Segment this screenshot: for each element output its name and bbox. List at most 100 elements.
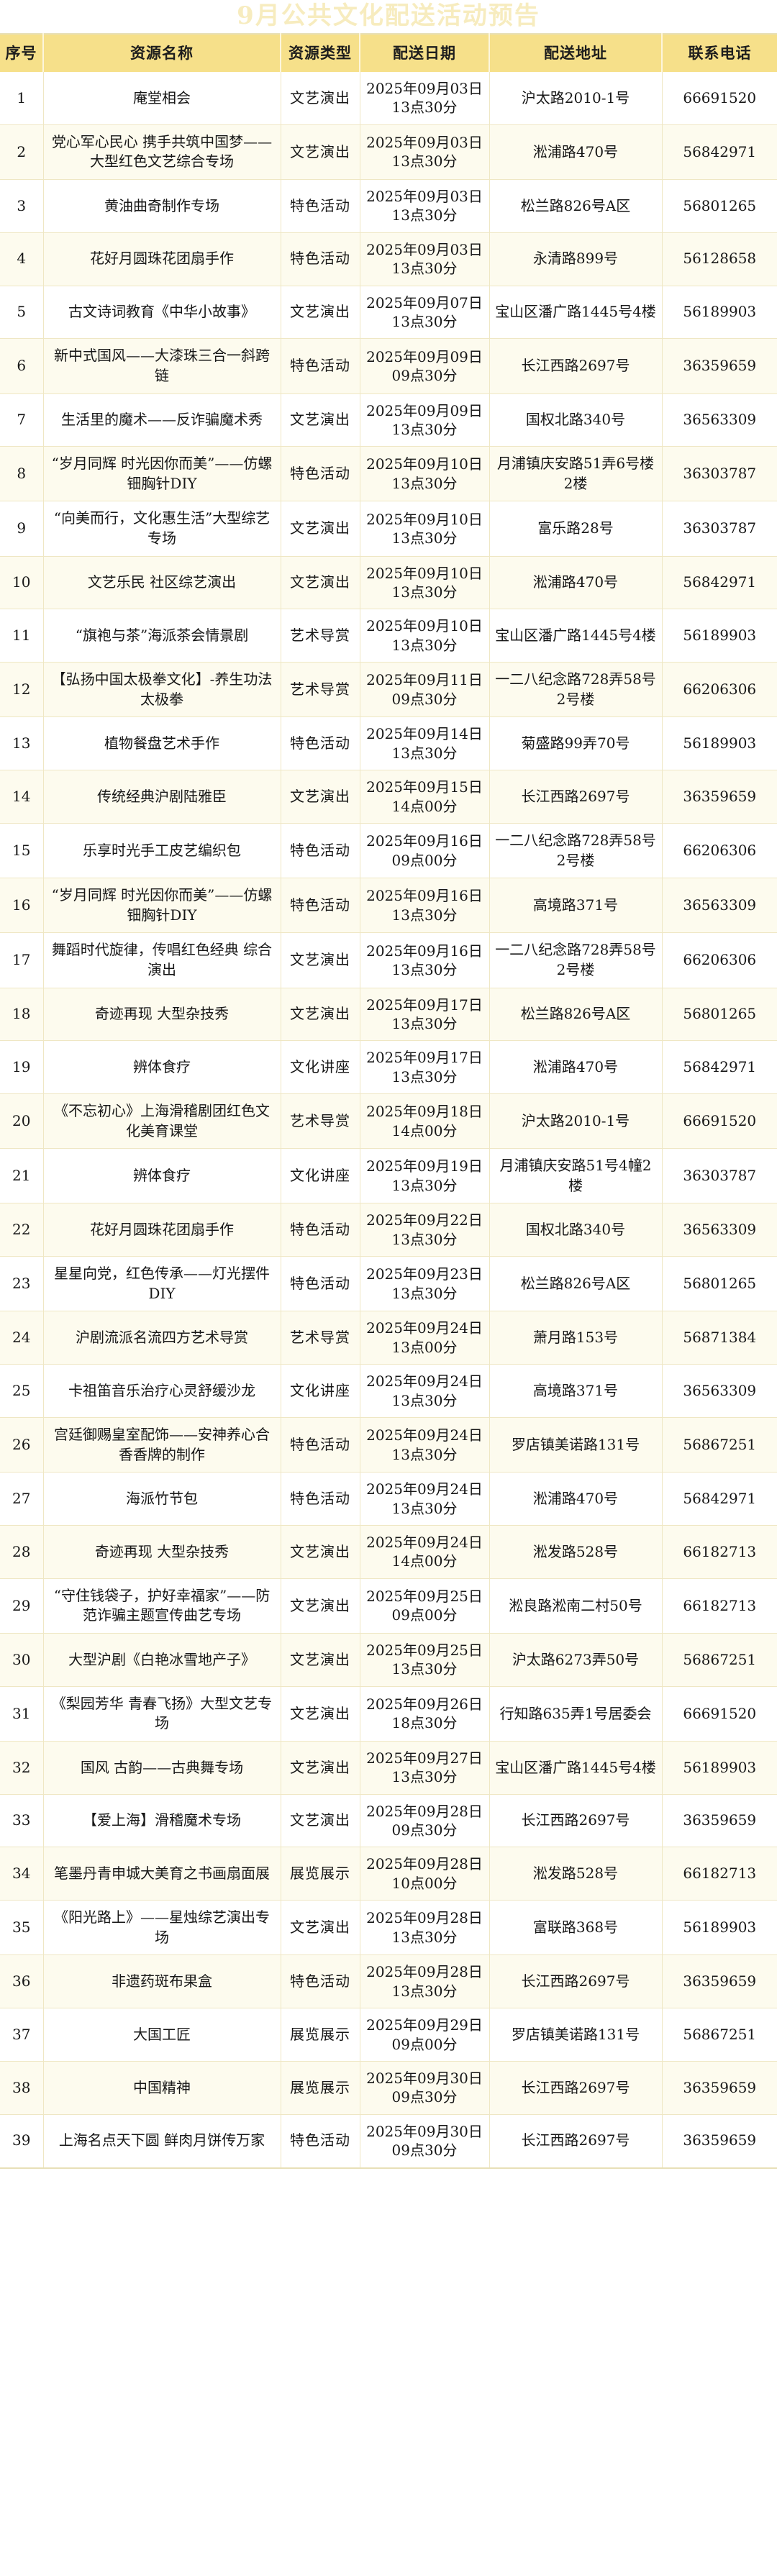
row-contact-phone: 56867251 — [662, 1417, 777, 1473]
delivery-date-time: 13点30分 — [391, 1445, 458, 1463]
row-resource-name: “岁月同辉 时光因你而美”——仿螺钿胸针DIY — [43, 446, 281, 502]
delivery-date-day: 2025年09月22日 — [366, 1211, 483, 1229]
row-delivery-date: 2025年09月28日 09点30分 — [360, 1794, 490, 1848]
row-resource-type: 特色活动 — [281, 1472, 360, 1526]
row-resource-name: 《阳光路上》——星烛综艺演出专场 — [43, 1900, 281, 1956]
row-resource-type: 文艺演出 — [281, 393, 360, 447]
table-row: 16 “岁月同辉 时光因你而美”——仿螺钿胸针DIY 特色活动 2025年09月16日… — [0, 878, 777, 934]
delivery-date-time: 18点30分 — [391, 1714, 458, 1732]
row-delivery-address: 富乐路28号 — [489, 501, 663, 557]
row-contact-phone: 66206306 — [662, 662, 777, 718]
table-row: 15 乐享时光手工皮艺编织包 特色活动 2025年09月16日 09点00分 一二八纪念路… — [0, 823, 777, 879]
row-delivery-address: 淞发路528号 — [489, 1847, 663, 1901]
row-resource-type: 文艺演出 — [281, 72, 360, 125]
row-sequence-number: 17 — [0, 932, 44, 988]
row-resource-type: 文艺演出 — [281, 1900, 360, 1956]
table-row: 32 国风 古韵——古典舞专场 文艺演出 2025年09月27日 13点30分 宝山区潘广… — [0, 1741, 777, 1795]
row-resource-type: 特色活动 — [281, 232, 360, 286]
row-sequence-number: 30 — [0, 1633, 44, 1687]
row-delivery-date: 2025年09月03日 13点30分 — [360, 124, 490, 180]
row-delivery-date: 2025年09月23日 13点30分 — [360, 1256, 490, 1312]
row-resource-name: 非遗药斑布果盒 — [43, 1954, 281, 2009]
row-resource-name: 《不忘初心》上海滑稽剧团红色文化美育课堂 — [43, 1093, 281, 1150]
page-title: 9月公共文化配送活动预告 — [237, 1, 540, 30]
row-contact-phone: 56871384 — [662, 1311, 777, 1365]
table-row: 18 奇迹再现 大型杂技秀 文艺演出 2025年09月17日 13点30分 松兰路826号… — [0, 988, 777, 1042]
table-row: 39 上海名点天下圆 鲜肉月饼传万家 特色活动 2025年09月30日 09点30分 长江… — [0, 2114, 777, 2169]
table-header: 序号 资源名称 资源类型 配送日期 配送地址 联系电话 — [0, 34, 777, 72]
delivery-date-time: 10点00分 — [391, 1874, 458, 1892]
row-resource-type: 特色活动 — [281, 823, 360, 879]
delivery-date-time: 13点30分 — [391, 1499, 458, 1517]
row-contact-phone: 56867251 — [662, 2008, 777, 2062]
delivery-date-time: 13点30分 — [391, 260, 458, 278]
delivery-date-time: 14点00分 — [391, 797, 458, 815]
delivery-date-time: 09点00分 — [391, 851, 458, 869]
table-row: 6 新中式国风——大漆珠三合一斜跨链 特色活动 2025年09月09日 09点30分 长江… — [0, 338, 777, 394]
row-resource-name: 花好月圆珠花团扇手作 — [43, 232, 281, 286]
row-sequence-number: 2 — [0, 124, 44, 180]
row-delivery-date: 2025年09月09日 09点30分 — [360, 338, 490, 394]
row-sequence-number: 20 — [0, 1093, 44, 1150]
delivery-date-time: 14点00分 — [391, 1121, 458, 1139]
row-contact-phone: 56842971 — [662, 556, 777, 610]
row-delivery-address: 一二八纪念路728弄58号2号楼 — [489, 662, 663, 718]
row-resource-name: 宫廷御赐皇室配饰——安神养心合香香牌的制作 — [43, 1417, 281, 1473]
row-contact-phone: 66691520 — [662, 1093, 777, 1150]
row-resource-name: 奇迹再现 大型杂技秀 — [43, 1525, 281, 1579]
title-band: 9月公共文化配送活动预告 — [0, 0, 777, 33]
row-delivery-date: 2025年09月16日 09点00分 — [360, 823, 490, 879]
row-contact-phone: 36563309 — [662, 1203, 777, 1257]
row-sequence-number: 36 — [0, 1954, 44, 2009]
delivery-date-day: 2025年09月26日 — [366, 1695, 483, 1713]
delivery-date-time: 13点30分 — [391, 1230, 458, 1248]
row-delivery-date: 2025年09月22日 13点30分 — [360, 1203, 490, 1257]
row-contact-phone: 56801265 — [662, 179, 777, 233]
row-sequence-number: 6 — [0, 338, 44, 394]
row-resource-type: 文艺演出 — [281, 286, 360, 340]
row-contact-phone: 56189903 — [662, 286, 777, 340]
row-delivery-date: 2025年09月28日 13点30分 — [360, 1900, 490, 1956]
delivery-date-day: 2025年09月24日 — [366, 1373, 483, 1391]
row-resource-name: “岁月同辉 时光因你而美”——仿螺钿胸针DIY — [43, 878, 281, 934]
table-row: 25 卡祖笛音乐治疗心灵舒缓沙龙 文化讲座 2025年09月24日 13点30分 高境路3… — [0, 1364, 777, 1418]
row-sequence-number: 29 — [0, 1578, 44, 1634]
row-delivery-date: 2025年09月03日 13点30分 — [360, 179, 490, 233]
table-row: 36 非遗药斑布果盒 特色活动 2025年09月28日 13点30分 长江西路2697号 3… — [0, 1954, 777, 2009]
delivery-date-time: 09点30分 — [391, 2142, 458, 2159]
row-resource-name: 笔墨丹青申城大美育之书画扇面展 — [43, 1847, 281, 1901]
row-resource-name: 黄油曲奇制作专场 — [43, 179, 281, 233]
row-sequence-number: 4 — [0, 232, 44, 286]
row-sequence-number: 28 — [0, 1525, 44, 1579]
delivery-schedule-table: 序号 资源名称 资源类型 配送日期 配送地址 联系电话 1 庵堂相会 文艺演出 202… — [0, 33, 777, 2169]
row-resource-type: 艺术导赏 — [281, 662, 360, 718]
delivery-date-time: 13点30分 — [391, 1391, 458, 1409]
row-delivery-date: 2025年09月17日 13点30分 — [360, 1040, 490, 1095]
row-delivery-address: 国权北路340号 — [489, 1203, 663, 1257]
delivery-date-day: 2025年09月03日 — [366, 133, 483, 151]
delivery-date-time: 13点30分 — [391, 153, 458, 170]
row-delivery-address: 长江西路2697号 — [489, 2114, 663, 2169]
row-contact-phone: 36359659 — [662, 2061, 777, 2115]
row-sequence-number: 22 — [0, 1203, 44, 1257]
row-contact-phone: 56189903 — [662, 1900, 777, 1956]
row-contact-phone: 36359659 — [662, 338, 777, 394]
table-row: 28 奇迹再现 大型杂技秀 文艺演出 2025年09月24日 14点00分 淞发路528号… — [0, 1525, 777, 1579]
row-delivery-date: 2025年09月07日 13点30分 — [360, 286, 490, 340]
delivery-date-day: 2025年09月03日 — [366, 240, 483, 258]
row-resource-type: 特色活动 — [281, 1256, 360, 1312]
row-resource-name: 舞蹈时代旋律，传唱红色经典 综合演出 — [43, 932, 281, 988]
row-delivery-address: 淞浦路470号 — [489, 1040, 663, 1095]
delivery-date-day: 2025年09月11日 — [366, 671, 483, 689]
table-row: 34 笔墨丹青申城大美育之书画扇面展 展览展示 2025年09月28日 10点00分 淞发… — [0, 1847, 777, 1901]
delivery-date-time: 13点30分 — [391, 960, 458, 978]
row-delivery-address: 长江西路2697号 — [489, 1794, 663, 1848]
delivery-date-time: 13点30分 — [391, 1768, 458, 1786]
table-row: 1 庵堂相会 文艺演出 2025年09月03日 13点30分 沪太路2010-1号 6669… — [0, 72, 777, 125]
table-row: 8 “岁月同辉 时光因你而美”——仿螺钿胸针DIY 特色活动 2025年09月10日 1… — [0, 446, 777, 502]
delivery-date-day: 2025年09月16日 — [366, 942, 483, 960]
row-delivery-address: 淞浦路470号 — [489, 124, 663, 180]
row-resource-type: 特色活动 — [281, 1954, 360, 2009]
row-resource-name: “旗袍与茶”海派茶会情景剧 — [43, 609, 281, 663]
row-delivery-date: 2025年09月25日 09点00分 — [360, 1578, 490, 1634]
